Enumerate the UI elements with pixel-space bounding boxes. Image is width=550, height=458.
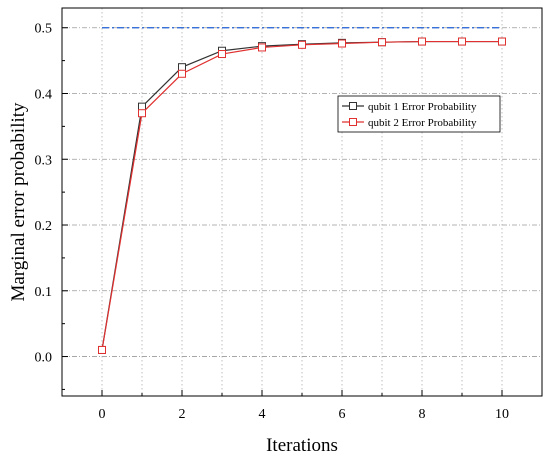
series-line-2 [101,40,502,351]
axis-ticks: 0 2 4 6 8 10 0.0 0.1 0.2 0.3 0.4 0.5 [35,22,543,422]
series-2-marker [218,50,226,59]
legend-entry: qubit 2 Error Probability [368,117,477,129]
series-2-marker [378,38,386,47]
x-axis-label: Iterations [266,435,338,456]
x-tick-label: 0 [99,407,106,422]
legend-marker [349,118,357,126]
series-2-marker [498,37,506,46]
y-tick-label: 0.3 [35,153,53,168]
y-tick-label: 0.0 [35,351,53,366]
series-2-marker [418,37,426,46]
legend-marker [349,102,357,110]
legend-box [337,95,501,133]
series-1-marker [178,63,186,72]
series-2-marker [458,37,466,46]
series-2-marker [338,39,346,48]
y-tick-label: 0.5 [35,22,53,37]
series-2-marker [138,109,146,118]
series-2-marker [258,43,266,52]
series-2-marker [298,40,306,49]
series-2-marker [178,69,186,78]
x-tick-label: 2 [179,407,186,422]
series-2-marker [98,345,106,354]
x-tick-label: 8 [419,407,426,422]
legend-entry: qubit 1 Error Probability [368,101,477,113]
y-axis-label: Marginal error probability [8,102,29,302]
series-group [98,37,506,354]
x-tick-label: 10 [495,407,509,422]
plot-frame [61,7,543,397]
y-tick-label: 0.4 [35,87,53,102]
x-tick-label: 6 [339,407,346,422]
x-tick-label: 4 [259,407,266,422]
y-tick-label: 0.1 [35,285,53,300]
y-tick-label: 0.2 [35,219,53,234]
series-line-1 [101,40,502,351]
grid [61,8,543,396]
legend: qubit 1 Error Probability qubit 2 Error P… [337,95,501,133]
series-1-marker [138,102,146,111]
